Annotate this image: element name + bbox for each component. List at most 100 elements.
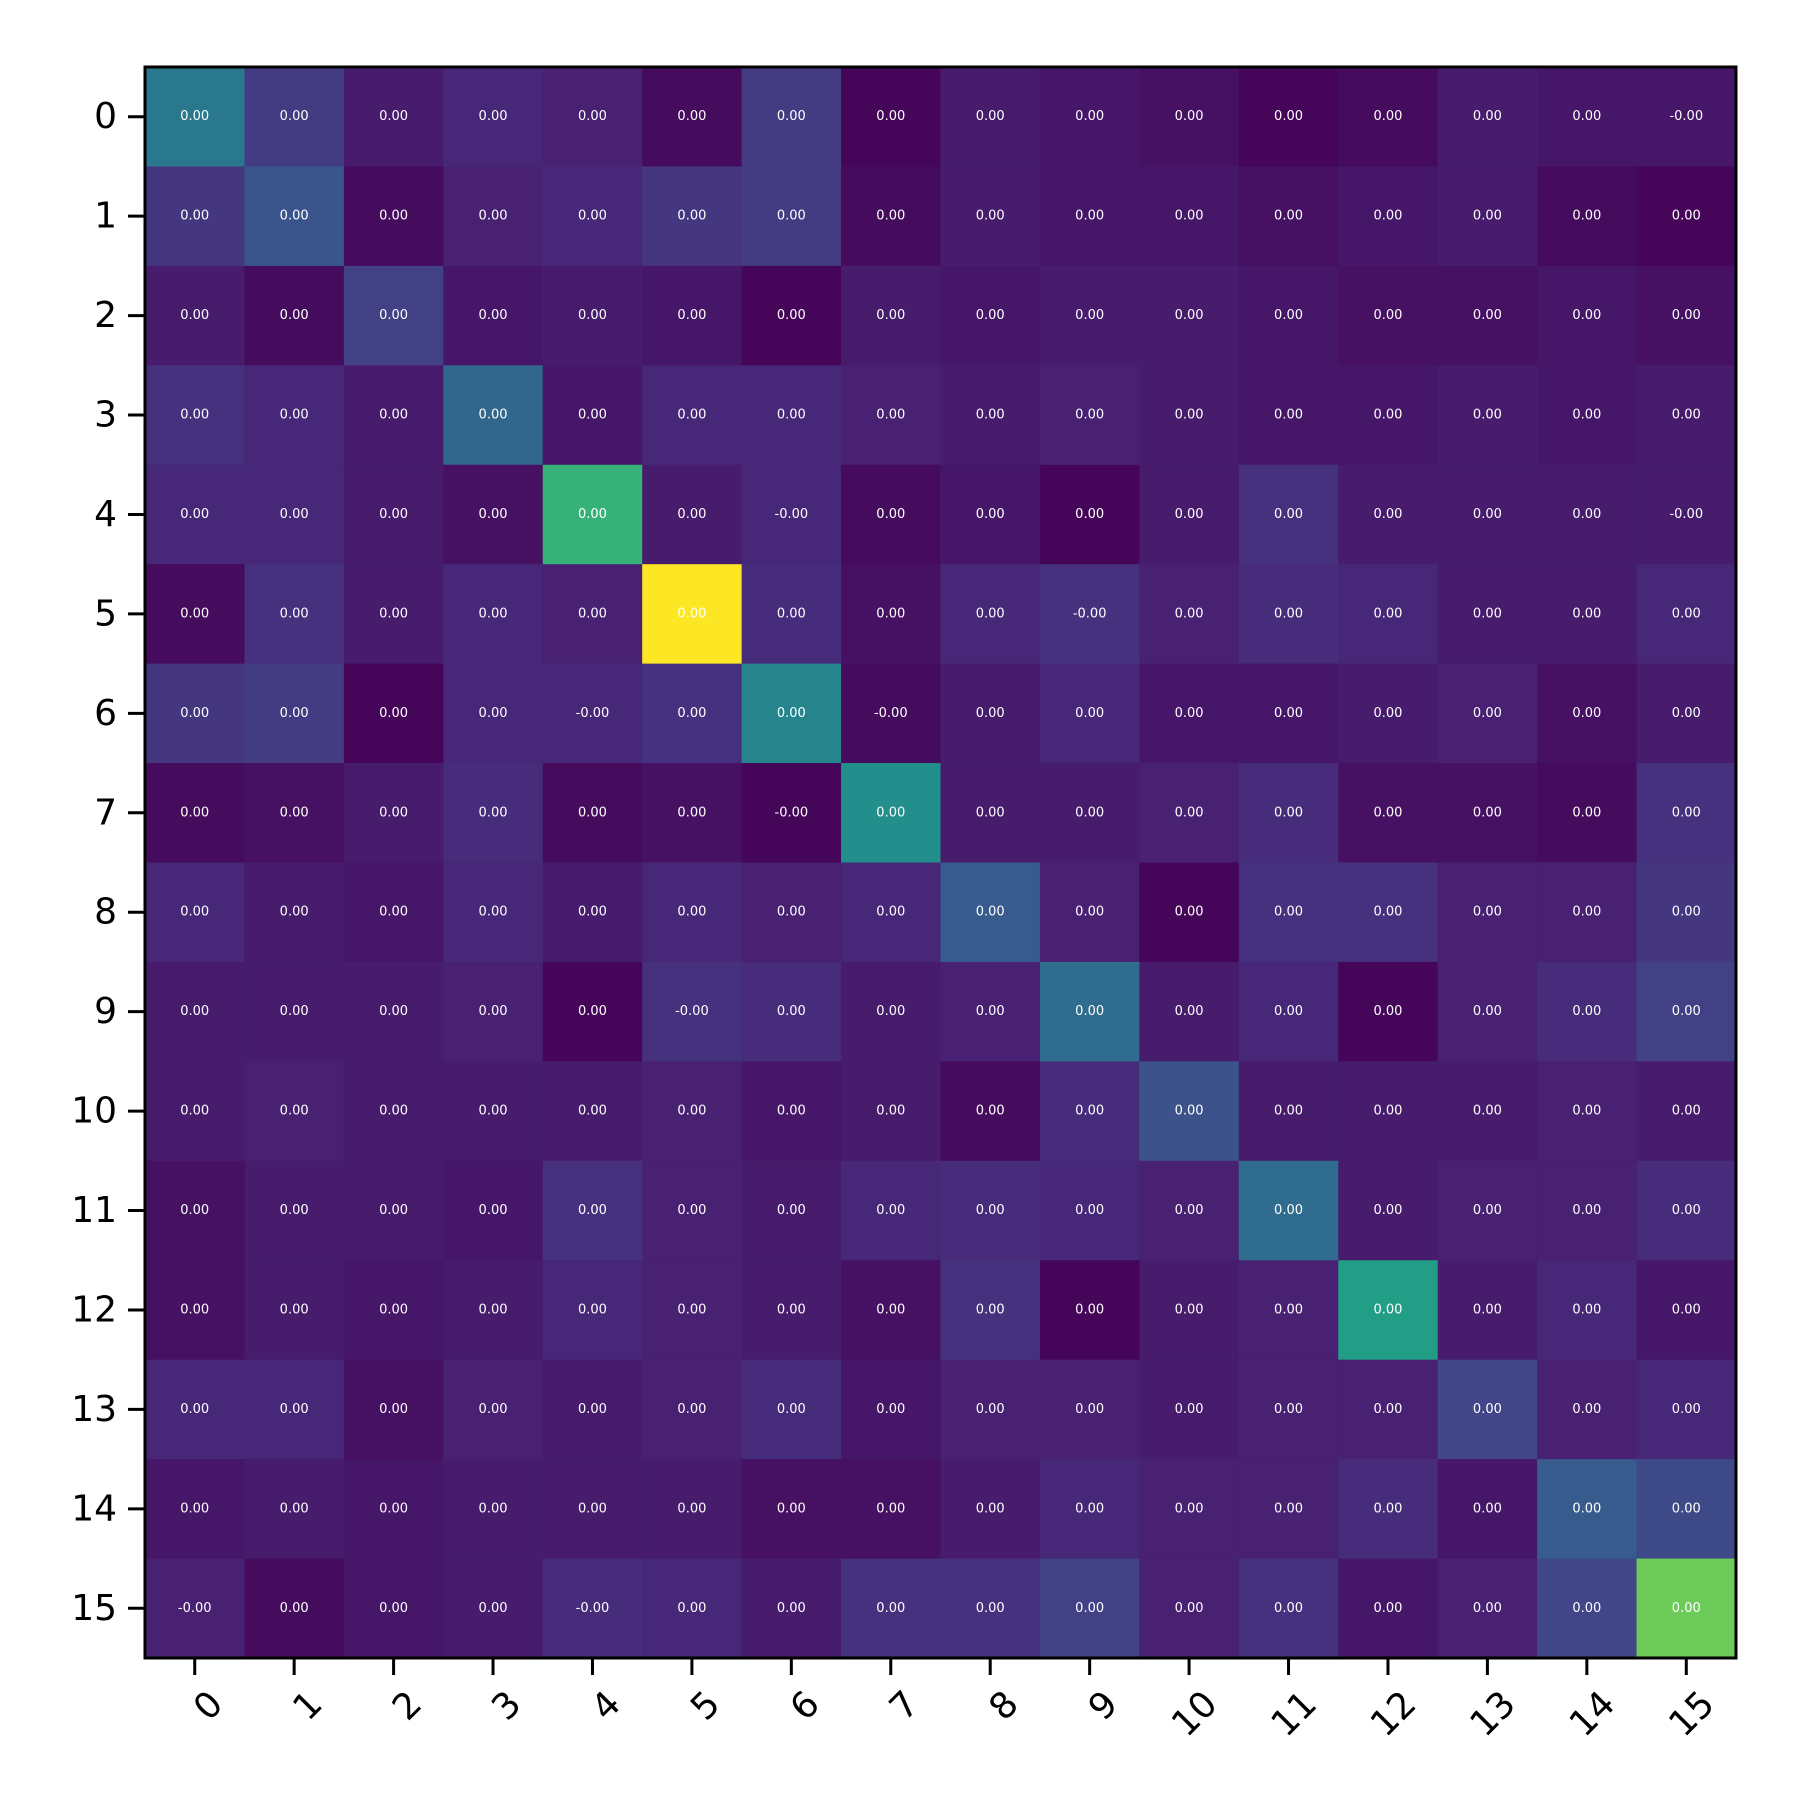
- cell-value-label-4-8: 0.00: [976, 507, 1005, 522]
- cell-value-label-3-15: 0.00: [1672, 408, 1701, 423]
- heatmap-cell-5-8: [940, 564, 1041, 665]
- heatmap-cell-14-8: [940, 1459, 1041, 1560]
- cell-value-label-7-11: 0.00: [1274, 805, 1303, 820]
- cell-value-label-9-2: 0.00: [379, 1004, 408, 1019]
- heatmap-cell-5-14: [1537, 564, 1638, 665]
- heatmap-cell-0-10: [1139, 67, 1240, 168]
- heatmap-cell-13-5: [642, 1359, 743, 1460]
- heatmap-cell-11-13: [1437, 1160, 1538, 1261]
- heatmap-cell-1-0: [145, 166, 246, 267]
- cell-value-label-10-5: 0.00: [677, 1104, 706, 1119]
- heatmap-cell-12-13: [1437, 1260, 1538, 1361]
- heatmap-cell-12-14: [1537, 1260, 1638, 1361]
- cell-value-label-3-4: 0.00: [578, 408, 607, 423]
- cell-value-label-4-0: 0.00: [180, 507, 209, 522]
- cell-value-label-6-8: 0.00: [976, 706, 1005, 721]
- y-tick-label-11: 11: [71, 1190, 117, 1231]
- cell-value-label-5-14: 0.00: [1572, 606, 1601, 621]
- cell-value-label-6-7: -0.00: [874, 706, 908, 721]
- heatmap-cell-3-4: [542, 365, 643, 466]
- cell-value-label-6-3: 0.00: [479, 706, 508, 721]
- heatmap-cell-0-5: [642, 67, 743, 168]
- cell-value-label-8-12: 0.00: [1373, 905, 1402, 920]
- cell-value-label-12-3: 0.00: [479, 1302, 508, 1317]
- cell-value-label-13-1: 0.00: [280, 1402, 309, 1417]
- cell-value-label-12-10: 0.00: [1175, 1302, 1204, 1317]
- cell-value-label-5-4: 0.00: [578, 606, 607, 621]
- cell-value-label-10-0: 0.00: [180, 1104, 209, 1119]
- cell-value-label-3-2: 0.00: [379, 408, 408, 423]
- heatmap-cell-0-15: [1636, 67, 1737, 168]
- cell-value-label-12-12: 0.00: [1373, 1302, 1402, 1317]
- cell-value-label-3-6: 0.00: [777, 408, 806, 423]
- y-tick-label-4: 4: [94, 494, 117, 535]
- heatmap-cell-5-5: [642, 564, 743, 665]
- heatmap-cell-6-1: [244, 663, 345, 764]
- heatmap-cell-3-0: [145, 365, 246, 466]
- heatmap-cell-15-4: [542, 1558, 643, 1659]
- cell-value-label-7-12: 0.00: [1373, 805, 1402, 820]
- cell-value-label-14-8: 0.00: [976, 1501, 1005, 1516]
- x-tick-label-7: 7: [882, 1683, 927, 1728]
- heatmap-cell-8-10: [1139, 862, 1240, 963]
- cell-value-label-2-14: 0.00: [1572, 308, 1601, 323]
- y-tick-label-10: 10: [71, 1091, 117, 1132]
- heatmap-cell-6-8: [940, 663, 1041, 764]
- heatmap-cell-14-4: [542, 1459, 643, 1560]
- heatmap-cell-9-12: [1338, 961, 1439, 1062]
- heatmap-cell-14-13: [1437, 1459, 1538, 1560]
- heatmap-cell-11-14: [1537, 1160, 1638, 1261]
- cell-value-label-3-9: 0.00: [1075, 408, 1104, 423]
- heatmap-cell-5-1: [244, 564, 345, 665]
- cell-value-label-10-3: 0.00: [479, 1104, 508, 1119]
- cell-value-label-4-14: 0.00: [1572, 507, 1601, 522]
- cell-value-label-12-5: 0.00: [677, 1302, 706, 1317]
- heatmap-cell-13-0: [145, 1359, 246, 1460]
- heatmap-cell-8-2: [343, 862, 444, 963]
- heatmap-cell-9-15: [1636, 961, 1737, 1062]
- heatmap-cell-6-4: [542, 663, 643, 764]
- cell-value-label-14-11: 0.00: [1274, 1501, 1303, 1516]
- heatmap-cell-3-11: [1238, 365, 1339, 466]
- heatmap-cell-11-6: [741, 1160, 842, 1261]
- cell-value-label-15-13: 0.00: [1473, 1601, 1502, 1616]
- heatmap-cell-8-14: [1537, 862, 1638, 963]
- cell-value-label-13-15: 0.00: [1672, 1402, 1701, 1417]
- heatmap-cell-2-8: [940, 265, 1041, 366]
- cell-value-label-3-0: 0.00: [180, 408, 209, 423]
- cell-value-label-6-6: 0.00: [777, 706, 806, 721]
- cell-value-label-9-15: 0.00: [1672, 1004, 1701, 1019]
- cell-value-label-9-14: 0.00: [1572, 1004, 1601, 1019]
- cell-value-label-9-12: 0.00: [1373, 1004, 1402, 1019]
- cell-value-label-1-14: 0.00: [1572, 209, 1601, 224]
- heatmap-cell-5-15: [1636, 564, 1737, 665]
- cell-value-label-14-7: 0.00: [876, 1501, 905, 1516]
- cell-value-label-9-3: 0.00: [479, 1004, 508, 1019]
- heatmap-cell-11-1: [244, 1160, 345, 1261]
- heatmap-cell-14-10: [1139, 1459, 1240, 1560]
- heatmap-cell-12-7: [841, 1260, 942, 1361]
- heatmap-cell-4-10: [1139, 464, 1240, 565]
- cell-value-label-2-2: 0.00: [379, 308, 408, 323]
- heatmap-cell-7-11: [1238, 763, 1339, 864]
- cell-value-label-9-7: 0.00: [876, 1004, 905, 1019]
- heatmap-cell-4-4: [542, 464, 643, 565]
- cell-value-label-5-5: 0.00: [677, 606, 706, 621]
- cell-value-label-4-6: -0.00: [775, 507, 809, 522]
- heatmap-cell-4-11: [1238, 464, 1339, 565]
- heatmap-cell-2-2: [343, 265, 444, 366]
- cell-value-label-9-10: 0.00: [1175, 1004, 1204, 1019]
- cell-value-label-11-3: 0.00: [479, 1203, 508, 1218]
- heatmap-cell-7-6: [741, 763, 842, 864]
- cell-value-label-3-3: 0.00: [479, 408, 508, 423]
- heatmap-cell-2-7: [841, 265, 942, 366]
- heatmap-cell-7-13: [1437, 763, 1538, 864]
- cell-value-label-8-0: 0.00: [180, 905, 209, 920]
- heatmap-cell-11-4: [542, 1160, 643, 1261]
- heatmap-cell-5-2: [343, 564, 444, 665]
- heatmap-cell-2-12: [1338, 265, 1439, 366]
- cell-value-label-12-4: 0.00: [578, 1302, 607, 1317]
- cell-value-label-1-9: 0.00: [1075, 209, 1104, 224]
- heatmap-cell-7-5: [642, 763, 743, 864]
- cell-value-label-5-6: 0.00: [777, 606, 806, 621]
